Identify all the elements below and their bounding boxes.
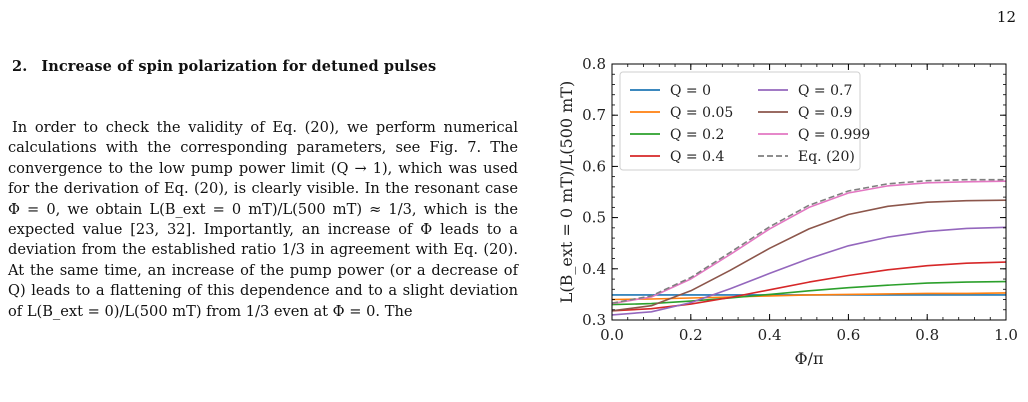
x-tick-label-5: 1.0	[994, 326, 1018, 344]
plot-frame	[611, 63, 1007, 321]
x-tick-label-0: 0.0	[600, 326, 624, 344]
section-title: Increase of spin polarization for detune…	[41, 58, 437, 75]
legend-entry-7: Eq. (20)	[798, 149, 855, 165]
legend-box	[619, 71, 861, 171]
series-line-5	[611, 199, 1007, 312]
section-number: 2.	[12, 58, 28, 75]
legend-entry-6: Q = 0.999	[798, 127, 870, 143]
y-tick-label-5: 0.8	[582, 55, 606, 73]
y-tick-label-3: 0.6	[582, 157, 606, 175]
legend-entry-5: Q = 0.9	[798, 105, 852, 121]
legend-entry-2: Q = 0.2	[670, 127, 724, 143]
series-line-2	[611, 280, 1007, 306]
legend-entry-1: Q = 0.05	[670, 105, 733, 121]
line-chart: 0.0 0.2 0.4 0.6 0.8 1.0 0.3 0.4 0.5 0.6 0.7 0.8 Φ/π L…	[557, 55, 1018, 368]
y-tick-label-2: 0.5	[582, 209, 606, 227]
series-line-3	[611, 261, 1007, 312]
y-tick-label-0: 0.3	[582, 311, 606, 329]
y-axis-label: L(B_ext = 0 mT)/L(500 mT)	[557, 81, 576, 303]
x-tick-label-2: 0.4	[758, 326, 782, 344]
x-tick-label-1: 0.2	[679, 326, 703, 344]
y-tick-label-4: 0.7	[582, 106, 606, 124]
y-tick-label-1: 0.4	[582, 260, 606, 278]
x-axis-label: Φ/π	[794, 349, 823, 368]
series-line-1	[611, 292, 1007, 301]
body-paragraph: In order to check the validity of Eq. (2…	[8, 119, 518, 320]
x-tick-label-4: 0.8	[915, 326, 939, 344]
legend-entry-4: Q = 0.7	[798, 83, 852, 99]
series-line-6	[611, 180, 1007, 305]
page-number: 12	[996, 8, 1016, 26]
series-line-4	[611, 226, 1007, 316]
section-heading: 2. Increase of spin polarization for detu…	[12, 58, 512, 75]
x-tick-label-3: 0.6	[836, 326, 860, 344]
figure-7: 0.0 0.2 0.4 0.6 0.8 1.0 0.3 0.4 0.5 0.6 0.7 0.8 Φ/π L…	[552, 52, 1020, 392]
legend-entry-0: Q = 0	[670, 83, 711, 99]
legend-entry-3: Q = 0.4	[670, 149, 724, 165]
series-line-7	[611, 178, 1006, 304]
figure-caption-cropped	[640, 390, 1000, 402]
